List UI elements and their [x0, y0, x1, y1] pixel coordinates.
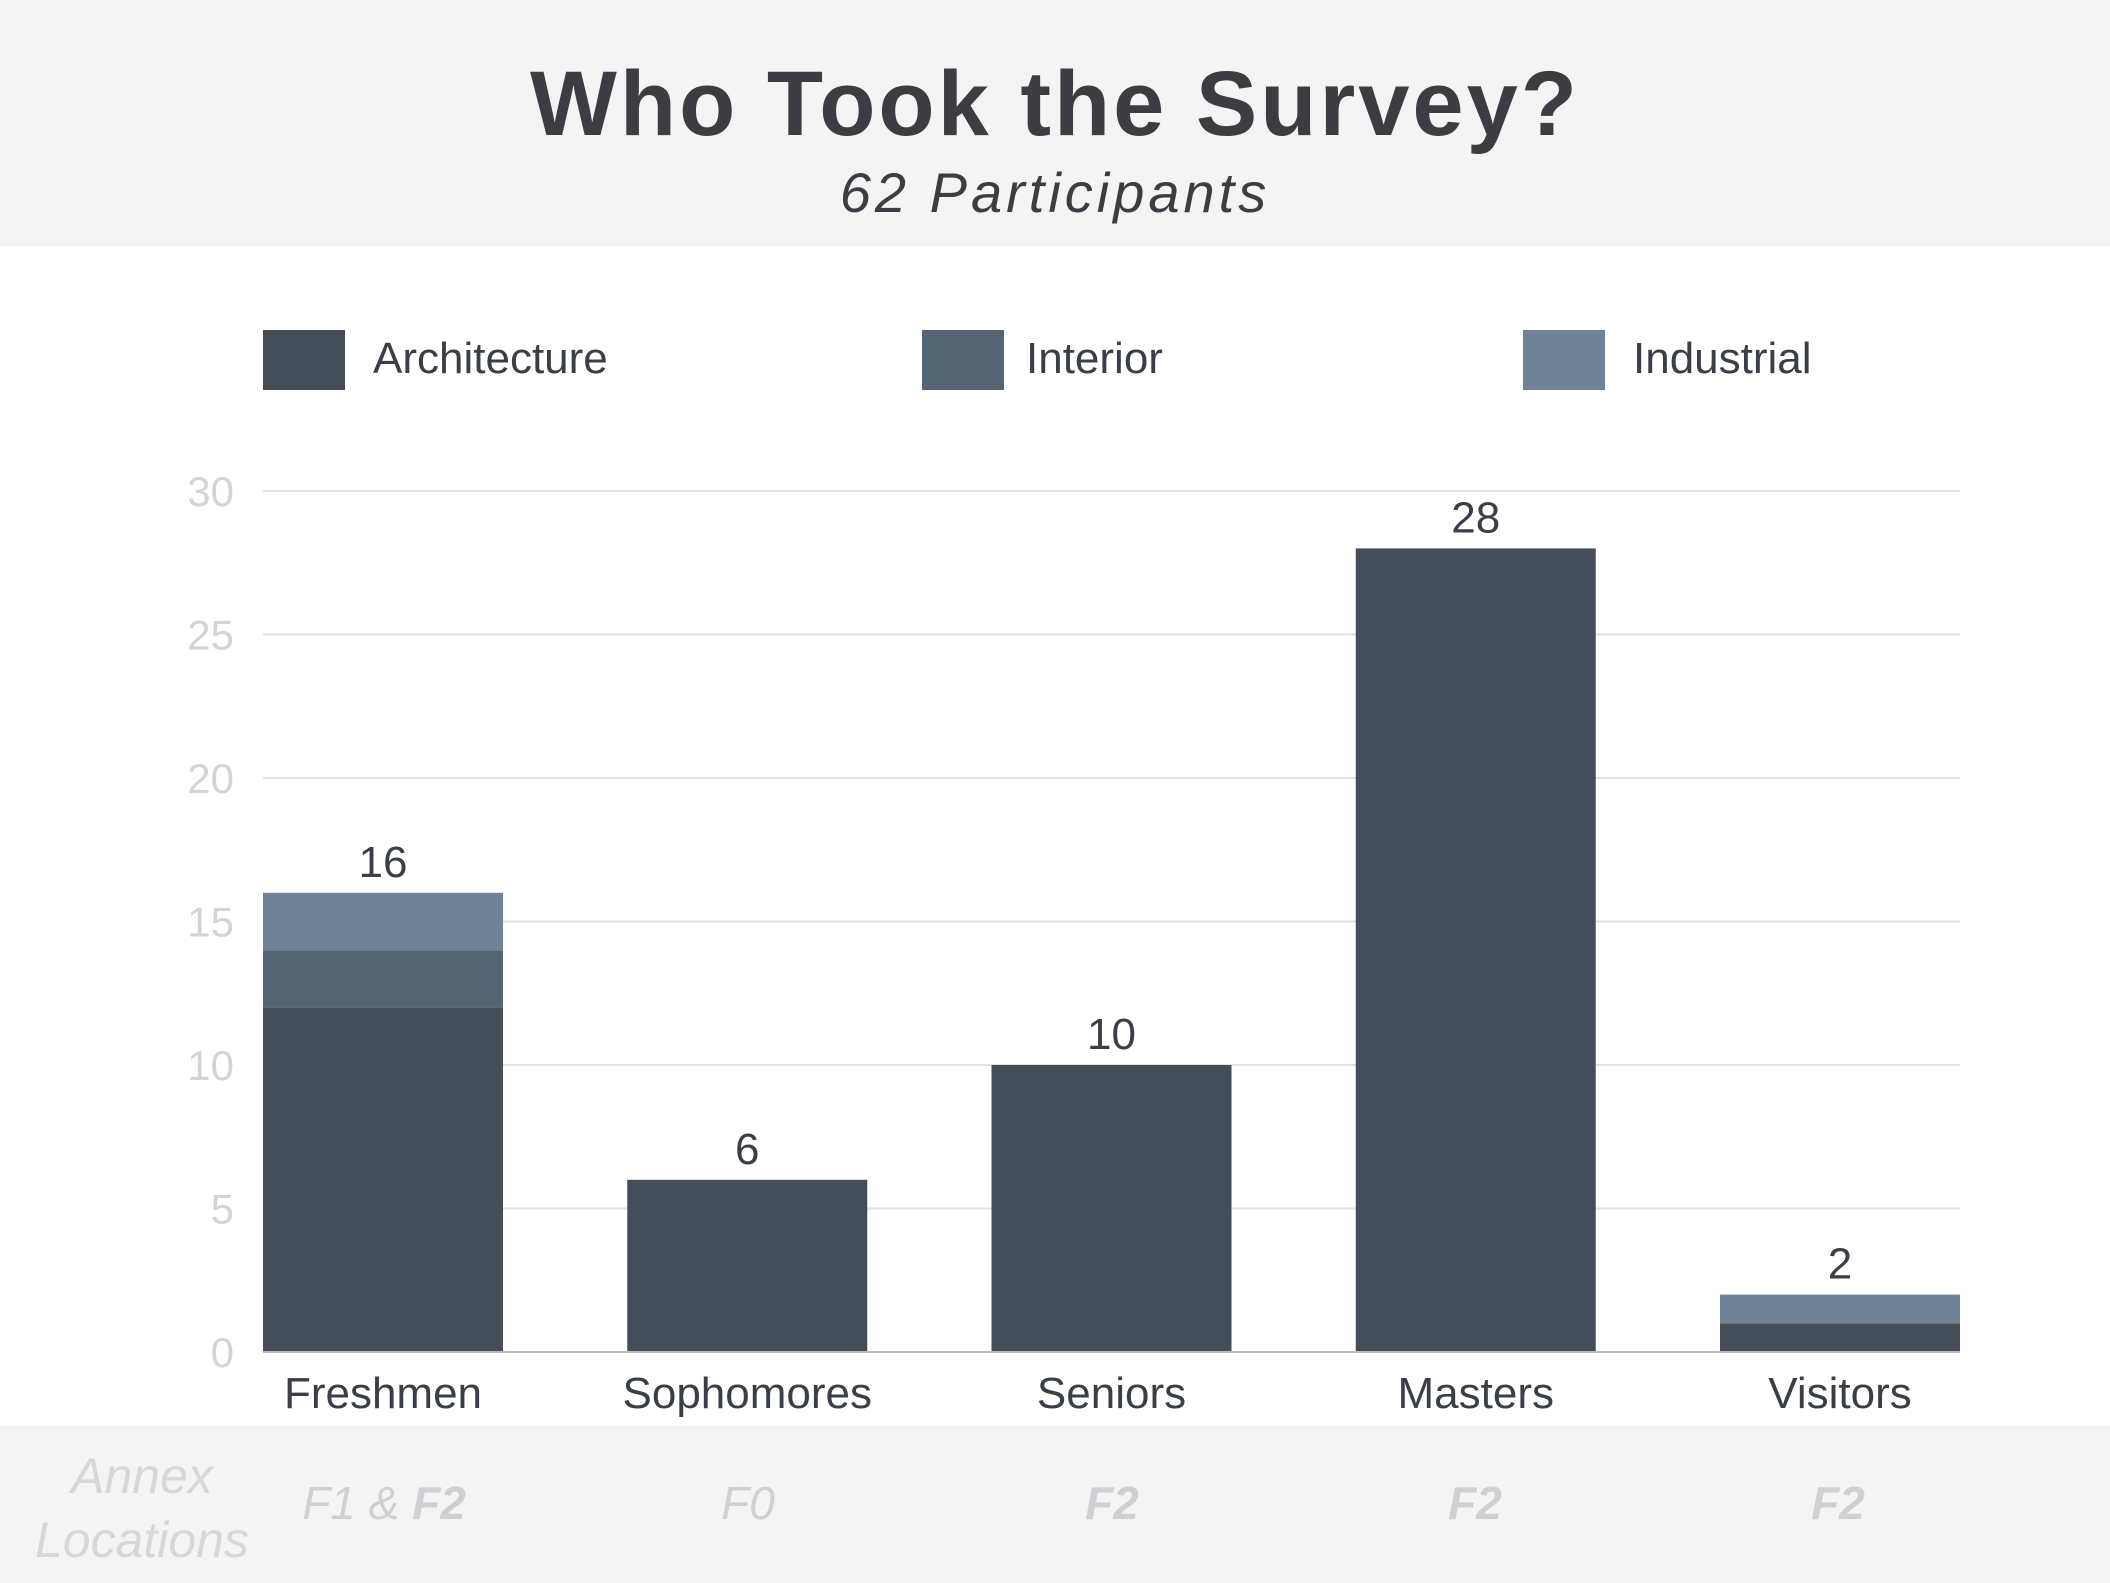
y-tick-label-5: 5 [211, 1186, 234, 1233]
location-text-bold: F2 [1811, 1477, 1865, 1529]
bar-visitors-architecture [1720, 1323, 1960, 1352]
bar-seniors-architecture [991, 1065, 1232, 1352]
y-tick-label-0: 0 [211, 1329, 234, 1376]
y-tick-label-15: 15 [187, 899, 234, 946]
location-masters: F2 [1325, 1476, 1625, 1530]
legend-label-interior: Interior [1026, 334, 1163, 383]
location-text: F0 [721, 1477, 775, 1529]
bar-freshmen-interior [263, 950, 503, 1008]
bar-chart: 0 5 10 15 20 25 30 16 Freshmen 6 Sophomores 10 Senio… [187, 468, 1960, 1418]
x-tick-label-visitors: Visitors [1768, 1369, 1911, 1418]
x-tick-label-freshmen: Freshmen [284, 1369, 482, 1418]
location-sophomores: F0 [598, 1476, 898, 1530]
bar-freshmen-architecture [263, 1007, 503, 1352]
chart-title: Who Took the Survey? [530, 53, 1580, 155]
bar-masters-architecture [1355, 548, 1596, 1352]
annex-locations-band [0, 1426, 2110, 1583]
y-tick-label-10: 10 [187, 1042, 234, 1089]
legend-swatch-industrial [1523, 330, 1605, 390]
location-text-bold: F2 [412, 1477, 466, 1529]
legend-swatch-architecture [263, 330, 345, 390]
annex-locations-label: Annex Locations [0, 1444, 284, 1572]
legend-label-industrial: Industrial [1633, 334, 1812, 383]
location-text-bold: F2 [1085, 1477, 1139, 1529]
location-text-bold: F2 [1448, 1477, 1502, 1529]
legend-swatch-interior [922, 330, 1004, 390]
header-band: Who Took the Survey? 62 Participants [0, 0, 2110, 246]
y-tick-label-25: 25 [187, 612, 234, 659]
data-label-freshmen: 16 [359, 838, 408, 887]
location-seniors: F2 [962, 1476, 1262, 1530]
x-tick-label-seniors: Seniors [1037, 1369, 1186, 1418]
x-tick-label-masters: Masters [1398, 1369, 1554, 1418]
location-freshmen: F1 & F2 [234, 1476, 534, 1530]
annex-label-line2: Locations [34, 1512, 250, 1568]
data-label-masters: 28 [1451, 493, 1500, 542]
chart-subtitle: 62 Participants [839, 161, 1271, 224]
location-text: F1 & [302, 1477, 413, 1529]
data-label-seniors: 10 [1087, 1010, 1136, 1059]
legend-label-architecture: Architecture [373, 334, 608, 383]
data-label-sophomores: 6 [735, 1125, 759, 1174]
y-tick-label-20: 20 [187, 755, 234, 802]
bar-visitors-industrial [1720, 1294, 1960, 1324]
y-tick-label-30: 30 [187, 468, 234, 515]
data-label-visitors: 2 [1828, 1240, 1852, 1289]
bar-freshmen-industrial [263, 892, 503, 951]
annex-label-line1: Annex [71, 1448, 213, 1504]
x-tick-label-sophomores: Sophomores [623, 1369, 872, 1418]
location-visitors: F2 [1688, 1476, 1988, 1530]
bar-sophomores-architecture [627, 1179, 868, 1352]
